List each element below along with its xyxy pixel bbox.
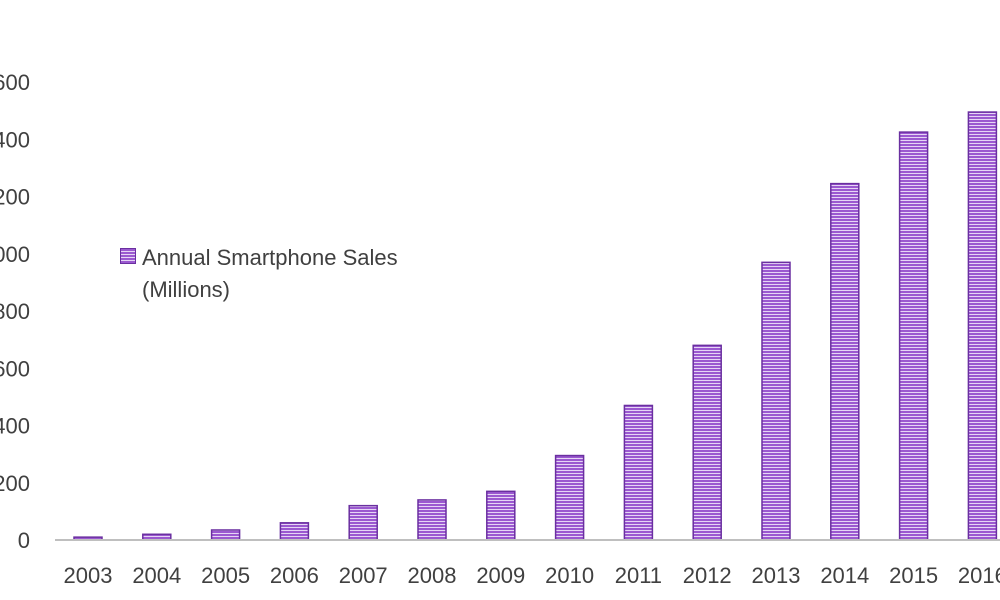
- x-tick-label: 2010: [545, 563, 594, 588]
- legend: Annual Smartphone Sales (Millions): [120, 242, 420, 306]
- bar-2009: [486, 490, 516, 541]
- x-axis-ticks: 2003 2004 2005 2006 2007 2008 2009 2010 2011 2012…: [64, 563, 1000, 588]
- x-tick-label: 2012: [683, 563, 732, 588]
- bar-2005: [210, 529, 241, 541]
- x-tick-label: 2007: [339, 563, 388, 588]
- y-tick-label: 0: [18, 528, 30, 553]
- bars: [73, 111, 998, 541]
- x-tick-label: 2008: [408, 563, 457, 588]
- legend-label: Annual Smartphone Sales: [142, 245, 398, 270]
- x-tick-label: 2015: [889, 563, 938, 588]
- legend-swatch: [120, 248, 136, 264]
- x-tick-label: 2011: [615, 563, 662, 588]
- y-tick-label: 1600: [0, 70, 30, 95]
- x-tick-label: 2003: [64, 563, 113, 588]
- x-tick-label: 2014: [820, 563, 869, 588]
- bar-2015: [898, 131, 929, 541]
- y-tick-label: 600: [0, 356, 30, 381]
- y-tick-label: 800: [0, 299, 30, 324]
- y-tick-label: 400: [0, 414, 30, 439]
- bar-2008: [417, 499, 447, 541]
- x-tick-label: 2009: [476, 563, 525, 588]
- y-tick-label: 1400: [0, 127, 30, 152]
- y-axis-ticks: 0 200 400 600 800 1000 1200 1400 1600: [0, 70, 30, 553]
- x-tick-label: 2004: [132, 563, 181, 588]
- bar-2006: [279, 522, 310, 541]
- y-tick-label: 200: [0, 471, 30, 496]
- bar-2007: [348, 504, 378, 541]
- x-tick-label: 2006: [270, 563, 319, 588]
- x-tick-label: 2013: [752, 563, 801, 588]
- bar-2016: [967, 111, 998, 541]
- legend-line-1: Annual Smartphone Sales: [120, 242, 420, 274]
- bar-2010: [554, 454, 585, 541]
- x-tick-label: 2005: [201, 563, 250, 588]
- y-tick-label: 1200: [0, 185, 30, 210]
- bar-2011: [623, 404, 654, 541]
- legend-line-2: (Millions): [142, 277, 230, 302]
- x-tick-label: 2016: [958, 563, 1000, 588]
- bar-2012: [692, 344, 722, 541]
- bar-2013: [761, 261, 791, 541]
- bar-2014: [830, 182, 860, 541]
- y-tick-label: 1000: [0, 242, 30, 267]
